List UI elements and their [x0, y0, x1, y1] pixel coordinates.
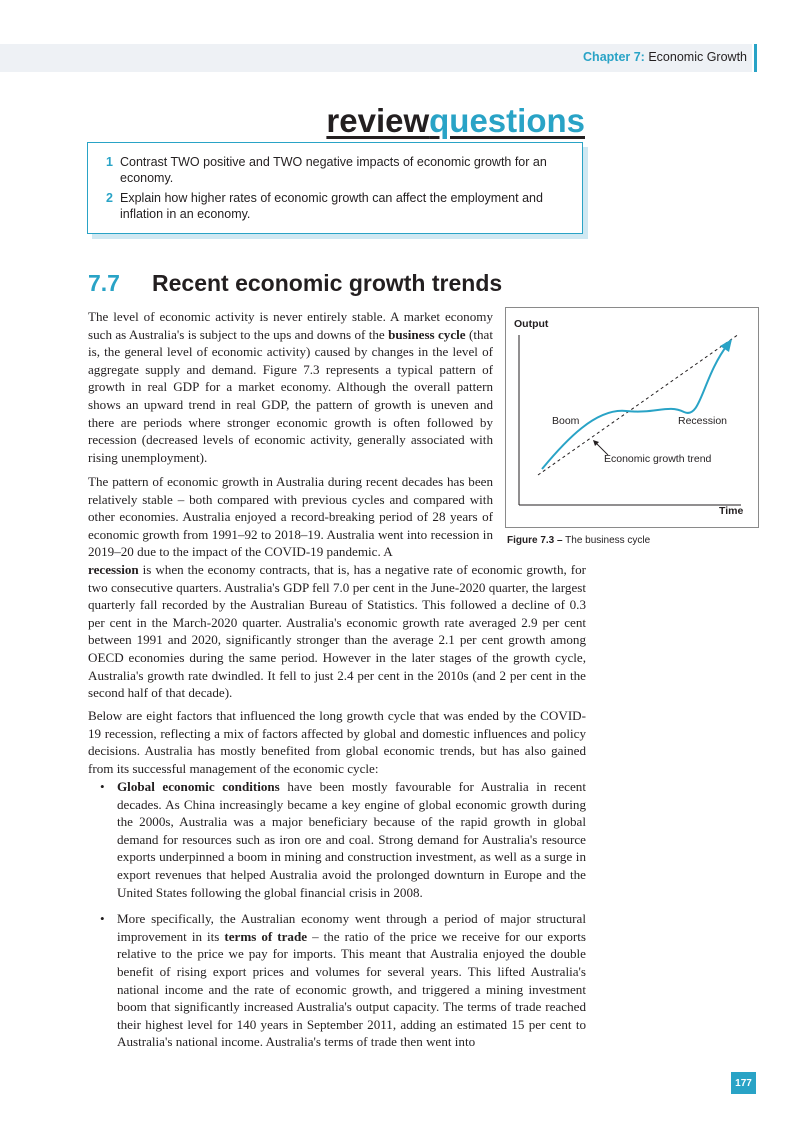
curve-arrowhead — [720, 339, 732, 352]
review-title-part1: review — [326, 102, 430, 139]
review-questions-box: 1 Contrast TWO positive and TWO negative… — [87, 142, 583, 234]
question-number: 1 — [106, 155, 113, 169]
boom-label: Boom — [552, 415, 580, 427]
header-rule — [754, 44, 757, 72]
list-item-text: have been mostly favourable for Australi… — [117, 779, 586, 900]
section-heading: 7.7 Recent economic growth trends — [88, 270, 502, 297]
business-cycle-curve — [541, 343, 729, 470]
review-questions-title: reviewquestions — [326, 104, 585, 137]
section-number: 7.7 — [88, 270, 120, 296]
paragraph-text: The level of economic activity is never … — [88, 309, 493, 342]
bullet-icon: • — [100, 911, 105, 927]
review-title-part2: questions — [429, 102, 585, 139]
business-cycle-figure: Output Time Boom Recession Economic grow… — [505, 307, 759, 528]
business-cycle-diagram — [518, 333, 741, 506]
paragraph-text: is when the economy contracts, that is, … — [88, 562, 586, 701]
bullet-icon: • — [100, 779, 105, 794]
question-number: 2 — [106, 191, 113, 205]
list-item: • Global economic conditions have been mo… — [88, 778, 586, 901]
paragraph-recent-trends: The pattern of economic growth in Austra… — [88, 473, 493, 561]
trend-label: Economic growth trend — [604, 453, 712, 465]
figure-caption: Figure 7.3 – The business cycle — [507, 535, 650, 546]
x-axis-label: Time — [719, 505, 744, 517]
paragraph-recession: recession is when the economy contracts,… — [88, 561, 586, 702]
key-term: business cycle — [388, 326, 466, 342]
list-item: • More specifically, the Australian econo… — [88, 910, 586, 1051]
trend-pointer-arrowhead — [593, 440, 599, 446]
key-term: terms of trade — [224, 928, 308, 944]
page-number: 177 — [731, 1072, 756, 1094]
paragraph-text: The pattern of economic growth in Austra… — [88, 474, 493, 560]
key-term: Global economic conditions — [117, 779, 280, 794]
paragraph-text: (that is, the general level of economic … — [88, 326, 493, 465]
paragraph-text: Below are eight factors that influenced … — [88, 708, 586, 776]
paragraph-factors-intro: Below are eight factors that influenced … — [88, 707, 586, 777]
review-question: 2 Explain how higher rates of economic g… — [106, 190, 566, 222]
paragraph-business-cycle: The level of economic activity is never … — [88, 308, 493, 466]
caption-text: The business cycle — [562, 535, 651, 546]
section-title: Recent economic growth trends — [152, 270, 503, 296]
caption-label: Figure 7.3 – — [507, 535, 563, 546]
trend-line — [537, 333, 740, 476]
recession-label: Recession — [678, 415, 728, 427]
question-text: Contrast TWO positive and TWO negative i… — [120, 155, 547, 185]
header-bar — [0, 44, 752, 72]
question-text: Explain how higher rates of economic gro… — [120, 191, 543, 221]
list-item-text: More specifically, the Australian econom… — [117, 911, 586, 944]
chapter-label: Chapter 7: — [583, 50, 645, 64]
factor-list: • Global economic conditions have been mo… — [88, 778, 586, 1051]
chapter-title: Economic Growth — [648, 50, 747, 64]
trend-pointer-line — [595, 442, 609, 456]
list-item-text: – the ratio of the price we receive for … — [117, 928, 586, 1050]
review-question: 1 Contrast TWO positive and TWO negative… — [106, 154, 566, 186]
key-term: recession — [88, 562, 139, 577]
running-header: Chapter 7: Economic Growth — [583, 50, 747, 64]
y-axis-label: Output — [514, 318, 549, 330]
